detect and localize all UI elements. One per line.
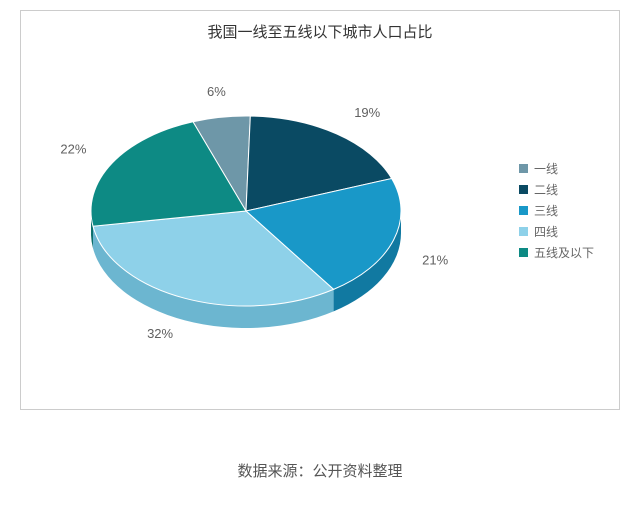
chart-title: 我国一线至五线以下城市人口占比 bbox=[21, 21, 619, 42]
legend-label: 四线 bbox=[534, 223, 558, 240]
pie-slice-label: 22% bbox=[60, 142, 86, 157]
legend-item: 一线 bbox=[519, 160, 594, 177]
legend-swatch bbox=[519, 164, 528, 173]
legend-item: 四线 bbox=[519, 223, 594, 240]
legend-label: 三线 bbox=[534, 202, 558, 219]
pie-slice-label: 32% bbox=[147, 326, 173, 341]
legend-label: 二线 bbox=[534, 181, 558, 198]
legend-label: 五线及以下 bbox=[534, 244, 594, 261]
pie-slice-label: 6% bbox=[207, 84, 226, 99]
legend-swatch bbox=[519, 206, 528, 215]
chart-panel: 我国一线至五线以下城市人口占比 6% 19% 21% 32% 22% 一线二线三线四线五… bbox=[20, 10, 620, 410]
source-text: 数据来源：公开资料整理 bbox=[0, 460, 640, 481]
pie-chart: 6%19%21%32%22% bbox=[61, 71, 431, 351]
legend-item: 五线及以下 bbox=[519, 244, 594, 261]
legend-item: 三线 bbox=[519, 202, 594, 219]
legend: 一线二线三线四线五线及以下 bbox=[519, 156, 594, 265]
pie-slice-label: 19% bbox=[354, 105, 380, 120]
legend-swatch bbox=[519, 185, 528, 194]
legend-label: 一线 bbox=[534, 160, 558, 177]
legend-swatch bbox=[519, 227, 528, 236]
pie-slice-label: 21% bbox=[422, 252, 448, 267]
legend-swatch bbox=[519, 248, 528, 257]
legend-item: 二线 bbox=[519, 181, 594, 198]
